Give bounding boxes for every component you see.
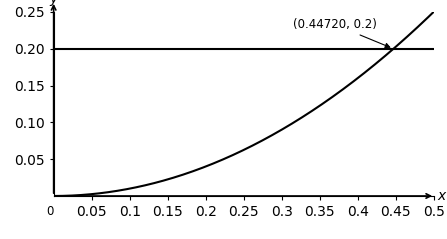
- Text: x: x: [437, 189, 446, 203]
- Text: 0: 0: [46, 205, 54, 218]
- Text: (0.44720, 0.2): (0.44720, 0.2): [293, 18, 390, 48]
- Text: y: y: [50, 0, 58, 6]
